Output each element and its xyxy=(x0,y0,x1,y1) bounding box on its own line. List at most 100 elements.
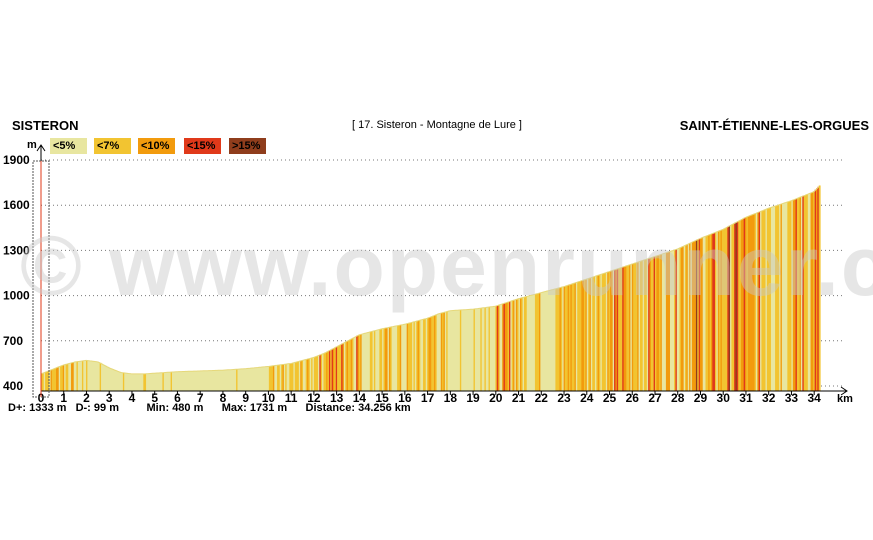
slope-band xyxy=(483,307,486,391)
slope-band xyxy=(202,370,204,391)
slope-band xyxy=(109,367,112,391)
slope-band xyxy=(697,239,700,391)
slope-band xyxy=(294,362,297,391)
slope-band xyxy=(281,364,284,391)
slope-band xyxy=(543,291,546,391)
slope-band xyxy=(689,242,692,391)
slope-band xyxy=(710,233,713,391)
slope-band xyxy=(755,212,758,391)
slope-band xyxy=(764,209,767,391)
slope-band xyxy=(551,289,554,391)
x-tick-label: 33 xyxy=(785,391,799,405)
slope-band xyxy=(499,304,502,391)
slope-band xyxy=(427,317,430,391)
slope-band xyxy=(609,270,612,391)
min-label: Min: xyxy=(146,402,170,414)
slope-band xyxy=(350,338,353,391)
slope-band xyxy=(695,239,698,391)
slope-band xyxy=(530,295,533,391)
slope-band xyxy=(571,283,574,391)
slope-band xyxy=(338,345,341,391)
slope-band xyxy=(169,372,172,391)
slope-band xyxy=(743,217,746,391)
slope-band xyxy=(766,208,769,391)
slope-band xyxy=(236,369,239,391)
slope-band xyxy=(309,358,312,391)
slope-band xyxy=(682,246,685,391)
slope-band xyxy=(144,373,147,391)
slope-band xyxy=(204,370,207,391)
slope-band xyxy=(232,369,234,391)
slope-band xyxy=(791,200,794,391)
slope-band xyxy=(387,327,390,391)
start-location: SISTERON xyxy=(12,118,79,133)
slope-band xyxy=(161,372,164,391)
slope-band xyxy=(740,219,743,391)
x-tick-label: 4 xyxy=(129,391,136,405)
slope-band xyxy=(540,292,543,391)
slope-band xyxy=(474,308,477,391)
slope-band xyxy=(792,199,795,391)
slope-band xyxy=(53,368,56,391)
slope-band xyxy=(715,232,717,391)
y-axis-arrow xyxy=(36,144,46,152)
slope-band xyxy=(356,335,359,391)
slope-band xyxy=(455,310,458,391)
x-tick-label: 27 xyxy=(648,391,662,405)
slope-band xyxy=(558,287,561,391)
slope-band xyxy=(760,211,763,391)
slope-band xyxy=(802,195,805,391)
slope-band xyxy=(600,274,603,391)
slope-band xyxy=(799,196,802,391)
slope-band xyxy=(668,251,671,391)
slope-band xyxy=(509,301,511,391)
slope-band xyxy=(702,236,705,391)
slope-band xyxy=(713,232,716,391)
slope-band xyxy=(665,252,668,391)
slope-band xyxy=(639,260,642,391)
slope-band xyxy=(694,240,697,391)
x-tick-label: 16 xyxy=(398,391,412,405)
slope-band xyxy=(277,365,280,391)
max-value: 1731 m xyxy=(249,402,288,414)
slope-band xyxy=(592,276,595,391)
slope-band xyxy=(402,324,405,391)
slope-band xyxy=(69,362,72,391)
slope-band xyxy=(203,370,206,391)
slope-band xyxy=(301,360,304,391)
slope-band xyxy=(398,325,401,391)
slope-band xyxy=(279,364,282,391)
slope-band xyxy=(184,371,187,391)
slope-band xyxy=(121,372,124,391)
slope-band xyxy=(805,194,808,391)
slope-band xyxy=(529,295,532,391)
y-tick-label: 400 xyxy=(3,379,23,393)
slope-band xyxy=(337,345,340,391)
slope-band xyxy=(780,203,783,391)
slope-band xyxy=(58,366,61,391)
slope-band xyxy=(274,365,277,391)
slope-band xyxy=(493,306,496,391)
slope-band xyxy=(624,265,627,391)
slope-band xyxy=(536,293,539,391)
slope-band xyxy=(272,365,275,391)
slope-band xyxy=(237,369,240,391)
slope-band xyxy=(719,230,722,391)
slope-band xyxy=(152,373,155,391)
slope-band xyxy=(186,371,189,391)
slope-band xyxy=(800,196,803,391)
slope-band xyxy=(465,309,468,391)
slope-band xyxy=(125,373,128,391)
slope-band xyxy=(515,299,518,391)
slope-band xyxy=(290,363,293,391)
slope-band xyxy=(148,373,151,391)
distance-label: Distance: xyxy=(305,402,356,414)
slope-band xyxy=(414,321,417,391)
slope-band xyxy=(98,362,101,391)
slope-band xyxy=(784,202,787,391)
slope-band xyxy=(60,365,63,391)
slope-band xyxy=(637,261,640,391)
slope-band xyxy=(324,352,327,391)
slope-band xyxy=(79,361,82,391)
slope-band xyxy=(327,350,330,391)
